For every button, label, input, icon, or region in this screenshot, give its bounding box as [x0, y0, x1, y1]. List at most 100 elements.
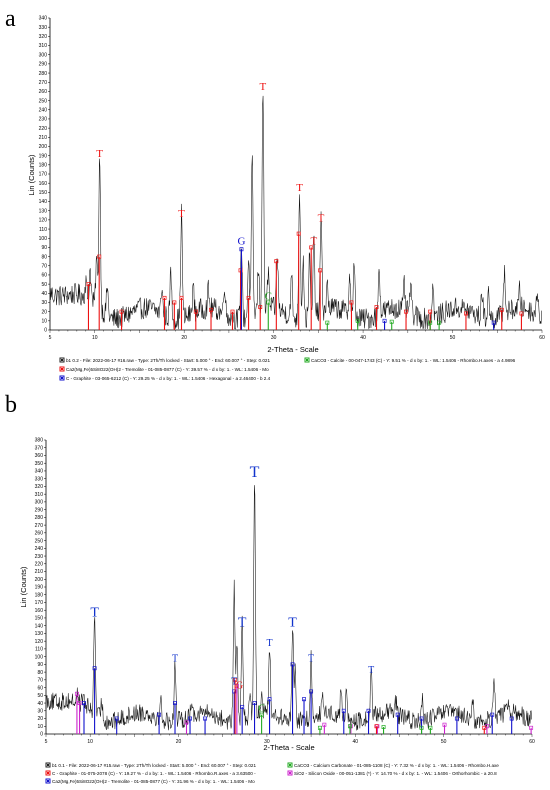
y-tick-label: 210	[39, 135, 48, 141]
peak-annotation: T	[318, 212, 325, 224]
legend-entry: SiO2 - Silicon Oxide - 00-051-1381 (*) -…	[287, 770, 497, 776]
phase-marker	[419, 725, 424, 730]
phase-marker	[322, 722, 327, 727]
y-tick-label: 260	[35, 531, 44, 537]
phase-marker	[309, 245, 314, 250]
peak-annotation: C	[258, 704, 265, 715]
phase-marker	[404, 309, 408, 314]
x-tick-label: 60	[529, 739, 535, 745]
x-tick-label: 60	[539, 335, 545, 341]
y-tick-label: 310	[35, 492, 44, 498]
phase-marker	[114, 716, 119, 721]
peak-annotation: T	[308, 653, 314, 664]
phase-marker	[162, 295, 167, 300]
x-tick-label: 40	[352, 739, 358, 745]
y-tick-label: 350	[35, 461, 44, 467]
y-tick-label: 70	[37, 678, 43, 684]
peak-annotation: T	[178, 208, 185, 220]
legend-marker-fill	[47, 772, 49, 774]
y-tick-label: 340	[39, 16, 48, 22]
peak-annotation: T	[238, 616, 247, 631]
phase-marker	[258, 305, 263, 310]
phase-marker	[179, 295, 184, 300]
phase-marker	[490, 712, 495, 717]
y-tick-label: 120	[39, 218, 48, 224]
y-tick-label: 110	[35, 647, 43, 653]
x-tick-label: 50	[450, 335, 456, 341]
y-tick-label: 100	[39, 236, 48, 242]
phase-marker	[464, 311, 468, 316]
phase-marker	[252, 701, 257, 706]
y-tick-label: 230	[35, 554, 44, 560]
phase-sticks-graphite	[239, 247, 496, 330]
phase-sticks-graphite	[233, 677, 487, 734]
legend-entry: CaCO3 - Calcium Carbonate - 01-085-1108 …	[287, 762, 499, 768]
legend-marker-fill	[61, 368, 63, 370]
phase-marker	[382, 318, 387, 323]
chart-panel-a: a 0 10 20 30 40 50 60 70 80 90 100 110 120 130 140 150 16…	[5, 6, 545, 381]
phase-marker	[82, 701, 86, 706]
y-tick-label: 160	[35, 608, 44, 614]
y-tick-label: 310	[39, 43, 48, 49]
peak-annotation: G	[237, 235, 245, 247]
x-tick-label: 20	[181, 335, 187, 341]
peak-annotation: T	[296, 182, 303, 194]
peak-annotation: T	[311, 235, 318, 247]
phase-marker	[77, 701, 82, 706]
x-tick-label: 5	[45, 739, 48, 745]
y-tick-label: 130	[35, 631, 44, 637]
y-tick-label: 250	[39, 98, 48, 104]
y-tick-label: 10	[37, 724, 43, 730]
y-tick-label: 80	[41, 254, 47, 260]
diffraction-pattern-line	[45, 485, 532, 731]
legend-marker-fill	[47, 780, 49, 782]
legend-text: C - Graphite - 03-065-6212 (C) - Y: 29.2…	[66, 376, 271, 381]
y-tick-label: 30	[37, 708, 43, 714]
phase-marker	[395, 712, 400, 717]
y-tick-label: 50	[37, 693, 43, 699]
diffraction-pattern-line	[49, 95, 542, 330]
y-tick-label: 70	[41, 263, 47, 269]
phase-marker	[389, 319, 394, 324]
legend-entry: Ca2(Mg,Fe)5Si8O22(OH)2 - Tremolite - 01-…	[59, 366, 269, 372]
phase-marker	[203, 716, 208, 721]
y-tick-label: 30	[41, 300, 47, 306]
y-tick-label: 300	[35, 500, 44, 506]
legend-entry: b1 0.2 - File: 2022-06-17 #16.raw - Type…	[59, 357, 270, 363]
y-axis-title: Lin (Counts)	[19, 566, 28, 607]
y-tick-label: 90	[37, 662, 43, 668]
y-tick-label: 150	[35, 616, 44, 622]
y-tick-label: 160	[39, 181, 48, 187]
phase-marker	[233, 677, 238, 682]
phase-marker	[274, 259, 279, 264]
y-tick-label: 140	[35, 623, 44, 629]
y-tick-label: 270	[39, 80, 48, 86]
x-tick-label: 20	[176, 739, 182, 745]
x-axis-title: 2-Theta - Scale	[267, 345, 318, 354]
phase-marker	[184, 720, 189, 725]
phase-marker	[309, 689, 314, 694]
y-tick-label: 330	[35, 476, 44, 482]
y-tick-label: 80	[37, 670, 43, 676]
y-tick-label: 220	[39, 126, 48, 132]
legend-text: SiO2 - Silicon Oxide - 00-051-1381 (*) -…	[294, 771, 497, 776]
peak-annotation: C	[265, 290, 272, 302]
legend-text: b1 0.1 - File: 2022-06-17 #15.raw - Type…	[52, 763, 256, 768]
y-tick-label: 100	[35, 654, 44, 660]
phase-marker	[266, 300, 271, 305]
y-tick-label: 200	[39, 144, 48, 150]
peak-annotation: T	[172, 653, 178, 664]
y-tick-label: 60	[37, 685, 43, 691]
phase-marker	[419, 716, 424, 721]
y-tick-label: 140	[39, 199, 48, 205]
phase-marker	[348, 724, 352, 729]
legend-marker-fill	[47, 764, 49, 766]
phase-marker	[318, 268, 323, 273]
y-tick-label: 270	[35, 523, 44, 529]
y-tick-label: 280	[35, 515, 44, 521]
phase-marker	[325, 320, 330, 325]
y-tick-label: 110	[39, 227, 47, 233]
phase-marker	[437, 320, 442, 325]
y-tick-label: 20	[41, 309, 47, 315]
